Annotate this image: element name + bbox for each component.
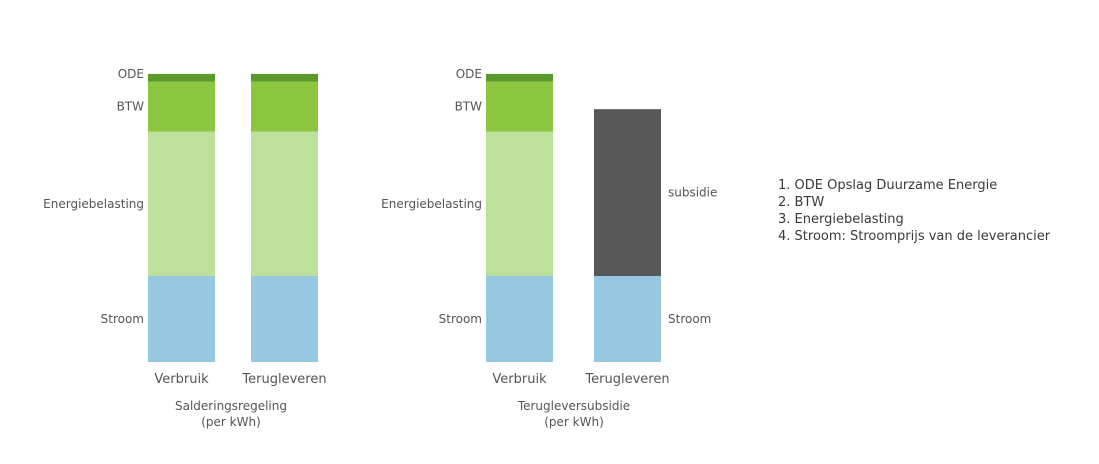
segment-label-energiebelasting-left: Energiebelasting xyxy=(43,197,144,211)
category-label-verbruik: Verbruik xyxy=(492,372,547,387)
bar-segment-energiebelasting-verbruik xyxy=(486,131,553,276)
bar-segment-btw-terugleveren xyxy=(251,81,318,132)
segment-label-stroom-left: Stroom xyxy=(101,312,144,326)
segment-label-ode-left: ODE xyxy=(456,67,482,81)
segment-label-subsidie-right: subsidie xyxy=(668,186,717,200)
bar-segment-btw-verbruik xyxy=(486,81,553,132)
legend-item-btw: 2. BTW xyxy=(778,195,825,210)
bar-segment-ode-verbruik xyxy=(148,73,215,82)
category-label-verbruik: Verbruik xyxy=(154,372,209,387)
chart-subtitle: (per kWh) xyxy=(201,415,261,429)
bar-segment-stroom-terugleveren xyxy=(251,276,318,362)
bar-segment-stroom-terugleveren xyxy=(594,276,661,362)
segment-label-btw-left: BTW xyxy=(455,100,483,114)
bar-segment-stroom-verbruik xyxy=(486,276,553,362)
segment-label-stroom-right: Stroom xyxy=(668,312,711,326)
bar-segment-ode-verbruik xyxy=(486,73,553,82)
bar-segment-energiebelasting-terugleveren xyxy=(251,131,318,276)
legend-item-energiebelasting: 3. Energiebelasting xyxy=(778,212,904,227)
bar-segment-subsidie-terugleveren xyxy=(594,109,661,276)
bar-segment-stroom-verbruik xyxy=(148,276,215,362)
chart-title: Salderingsregeling xyxy=(175,399,287,413)
segment-label-ode-left: ODE xyxy=(118,67,144,81)
legend-item-ode: 1. ODE Opslag Duurzame Energie xyxy=(778,178,998,193)
category-label-terugleveren: Terugleveren xyxy=(584,372,669,387)
legend-item-stroom: 4. Stroom: Stroomprijs van de leverancie… xyxy=(778,229,1051,244)
category-label-terugleveren: Terugleveren xyxy=(241,372,326,387)
segment-label-stroom-left: Stroom xyxy=(439,312,482,326)
segment-label-energiebelasting-left: Energiebelasting xyxy=(381,197,482,211)
chart-subtitle: (per kWh) xyxy=(544,415,604,429)
bar-segment-ode-terugleveren xyxy=(251,73,318,82)
bar-segment-btw-verbruik xyxy=(148,81,215,132)
legend: 1. ODE Opslag Duurzame Energie 2. BTW 3.… xyxy=(778,177,1050,245)
segment-label-btw-left: BTW xyxy=(117,100,145,114)
chart-title: Terugleversubsidie xyxy=(517,399,630,413)
bar-segment-energiebelasting-verbruik xyxy=(148,131,215,276)
